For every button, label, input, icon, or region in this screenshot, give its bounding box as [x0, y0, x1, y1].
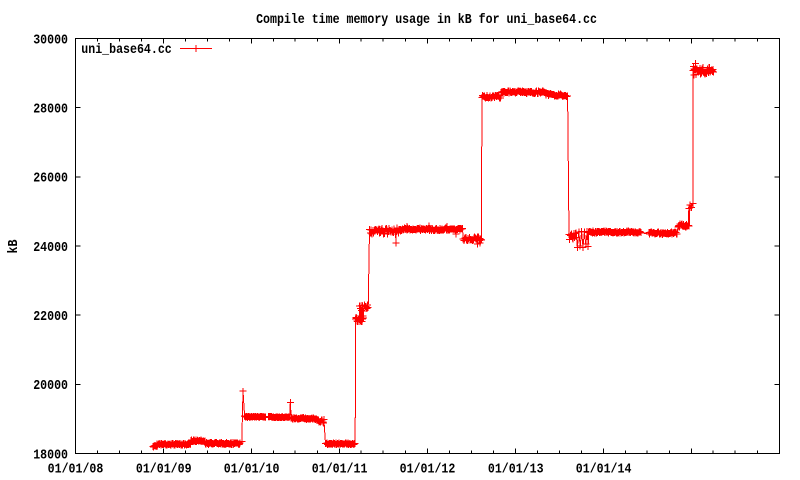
- svg-text:18000: 18000: [33, 446, 68, 462]
- svg-text:20000: 20000: [33, 377, 68, 393]
- svg-text:26000: 26000: [33, 170, 68, 186]
- svg-text:kB: kB: [5, 239, 21, 253]
- svg-text:22000: 22000: [33, 308, 68, 324]
- svg-text:uni_base64.cc: uni_base64.cc: [81, 41, 171, 57]
- svg-text:28000: 28000: [33, 101, 68, 117]
- svg-text:01/01/14: 01/01/14: [576, 461, 632, 477]
- svg-text:01/01/13: 01/01/13: [488, 461, 544, 477]
- svg-text:01/01/10: 01/01/10: [224, 461, 280, 477]
- svg-text:01/01/09: 01/01/09: [136, 461, 192, 477]
- svg-text:30000: 30000: [33, 31, 68, 47]
- svg-text:24000: 24000: [33, 239, 68, 255]
- svg-text:Compile time memory usage in k: Compile time memory usage in kB for uni_…: [256, 11, 597, 27]
- svg-text:01/01/12: 01/01/12: [400, 461, 456, 477]
- svg-text:01/01/08: 01/01/08: [48, 461, 104, 477]
- svg-text:01/01/11: 01/01/11: [312, 461, 368, 477]
